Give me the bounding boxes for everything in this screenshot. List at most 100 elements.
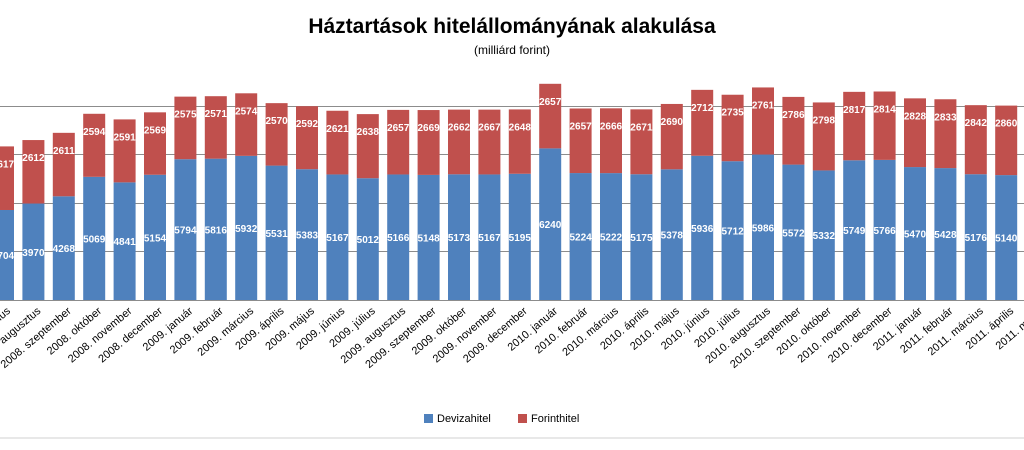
value-label-devizahitel: 5176 <box>965 233 988 244</box>
value-label-forinthitel: 2648 <box>509 122 532 133</box>
legend-swatch-devizahitel <box>424 414 433 423</box>
value-label-forinthitel: 2667 <box>478 123 501 134</box>
legend-swatch-forinthitel <box>518 414 527 423</box>
value-label-forinthitel: 2657 <box>569 121 592 132</box>
value-label-forinthitel: 2612 <box>22 153 45 164</box>
bar-forinthitel <box>235 93 258 156</box>
value-label-forinthitel: 2817 <box>843 105 866 116</box>
bar-devizahitel <box>630 174 653 300</box>
bar-forinthitel <box>417 110 440 175</box>
value-label-forinthitel: 2761 <box>752 100 775 111</box>
value-label-devizahitel: 5224 <box>569 233 592 244</box>
value-label-forinthitel: 2833 <box>934 112 957 123</box>
value-label-devizahitel: 4841 <box>113 237 136 248</box>
bar-forinthitel <box>995 105 1018 176</box>
bar-forinthitel <box>600 108 622 174</box>
value-label-forinthitel: 2657 <box>387 123 410 134</box>
bar-forinthitel <box>843 91 866 161</box>
value-label-devizahitel: 5148 <box>417 233 440 244</box>
legend-label-devizahitel: Devizahitel <box>437 413 491 425</box>
value-label-forinthitel: 2571 <box>205 109 228 120</box>
value-label-forinthitel: 2662 <box>448 123 471 134</box>
bar-devizahitel <box>691 155 714 300</box>
bar-forinthitel <box>448 109 470 175</box>
value-label-forinthitel: 2591 <box>113 132 136 143</box>
bar-devizahitel <box>174 159 197 300</box>
bar-devizahitel <box>52 196 75 300</box>
bar-devizahitel <box>235 155 258 300</box>
value-label-devizahitel: 5749 <box>843 226 866 237</box>
bar-devizahitel <box>721 161 744 300</box>
value-label-devizahitel: 5712 <box>721 227 744 238</box>
chart-title: Háztartások hitelállományának alakulása <box>308 15 716 38</box>
bar-forinthitel <box>721 94 744 162</box>
bar-devizahitel <box>204 158 227 300</box>
bar-devizahitel <box>417 174 440 300</box>
value-label-devizahitel: 5378 <box>661 231 684 242</box>
value-label-devizahitel: 5932 <box>235 224 258 235</box>
value-label-devizahitel: 5154 <box>144 233 167 244</box>
bar-devizahitel <box>964 174 987 300</box>
bar-forinthitel <box>52 132 75 197</box>
value-label-forinthitel: 2842 <box>965 118 988 129</box>
value-label-devizahitel: 5173 <box>448 233 471 244</box>
bar-forinthitel <box>296 106 318 170</box>
value-label-devizahitel: 3970 <box>22 248 45 259</box>
bar-forinthitel <box>569 108 592 174</box>
bar-forinthitel <box>204 96 227 159</box>
value-label-devizahitel: 5572 <box>782 228 805 239</box>
bar-devizahitel <box>356 178 379 300</box>
bar-forinthitel <box>539 83 562 149</box>
bar-devizahitel <box>326 174 349 300</box>
bar-devizahitel <box>569 173 592 300</box>
bar-forinthitel <box>904 98 926 168</box>
bar-forinthitel <box>630 109 653 175</box>
value-label-devizahitel: 5428 <box>934 230 957 241</box>
value-label-forinthitel: 2786 <box>782 110 805 121</box>
value-label-forinthitel: 2690 <box>661 117 684 128</box>
bar-forinthitel <box>387 109 410 175</box>
value-label-devizahitel: 5012 <box>357 235 380 246</box>
value-label-forinthitel: 2657 <box>539 97 562 108</box>
value-label-forinthitel: 2860 <box>995 119 1018 130</box>
chart-subtitle: (milliárd forint) <box>474 43 550 57</box>
bar-devizahitel <box>904 167 926 300</box>
bar-devizahitel <box>144 174 166 300</box>
bar-devizahitel <box>448 174 470 300</box>
value-label-devizahitel: 5794 <box>174 226 197 237</box>
bar-forinthitel <box>934 99 957 169</box>
value-label-forinthitel: 2669 <box>417 123 440 134</box>
bar-forinthitel <box>174 96 197 160</box>
value-label-forinthitel: 2574 <box>235 106 258 117</box>
value-label-forinthitel: 2814 <box>873 105 896 116</box>
bar-devizahitel <box>843 160 866 300</box>
value-label-devizahitel: 5986 <box>752 223 775 234</box>
value-label-forinthitel: 2712 <box>691 103 714 114</box>
bars <box>0 83 1018 300</box>
bar-forinthitel <box>752 87 774 155</box>
value-label-forinthitel: 2828 <box>904 111 927 122</box>
value-label-devizahitel: 5383 <box>296 231 319 242</box>
bar-forinthitel <box>508 109 531 174</box>
value-label-forinthitel: 2570 <box>265 116 288 127</box>
value-label-devizahitel: 5766 <box>873 226 896 237</box>
bar-forinthitel <box>83 113 106 177</box>
value-label-forinthitel: 2617 <box>0 159 15 170</box>
value-label-devizahitel: 5531 <box>265 229 288 240</box>
bar-devizahitel <box>600 173 622 300</box>
value-label-devizahitel: 5195 <box>509 233 532 244</box>
value-label-devizahitel: 5936 <box>691 224 714 235</box>
value-label-devizahitel: 5222 <box>600 233 623 244</box>
bar-devizahitel <box>22 203 45 300</box>
value-label-forinthitel: 2638 <box>357 127 380 138</box>
bar-forinthitel <box>326 110 349 175</box>
value-label-devizahitel: 3704 <box>0 251 15 262</box>
bar-forinthitel <box>113 119 136 183</box>
value-label-forinthitel: 2611 <box>53 146 75 157</box>
bar-forinthitel <box>812 102 835 171</box>
bar-devizahitel <box>812 170 835 300</box>
bar-devizahitel <box>265 165 288 300</box>
bar-forinthitel <box>782 96 805 165</box>
